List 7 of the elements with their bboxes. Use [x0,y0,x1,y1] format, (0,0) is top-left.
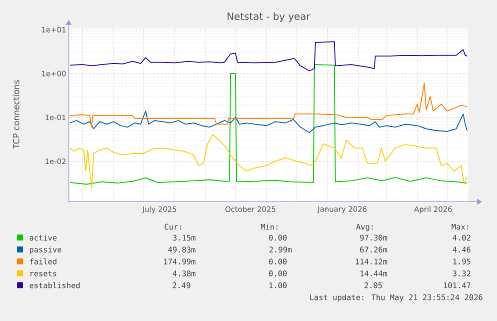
line-series [70,134,468,188]
chart-title: Netstat - by year [228,12,310,22]
line-series [70,64,468,185]
line-series [70,82,468,128]
line-series [70,110,468,134]
y-axis-title: TCP connections [12,80,20,149]
line-series [70,41,468,72]
